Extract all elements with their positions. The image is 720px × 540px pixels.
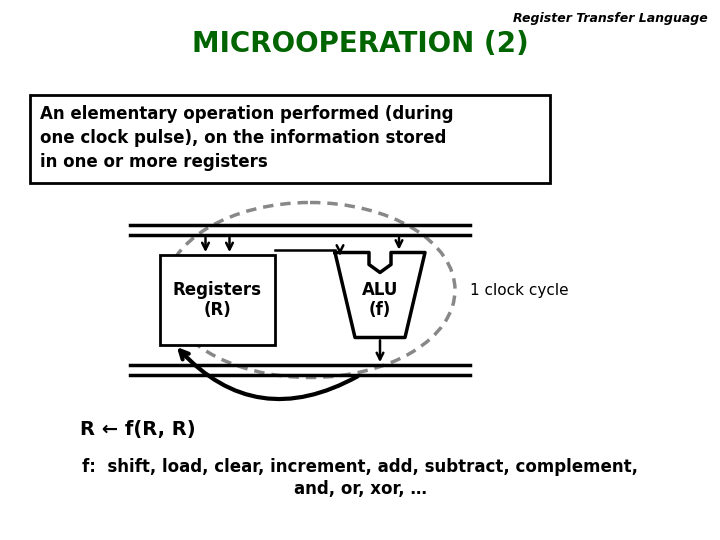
Text: one clock pulse), on the information stored: one clock pulse), on the information sto…	[40, 129, 446, 147]
Text: Registers
(R): Registers (R)	[173, 281, 262, 319]
Text: ALU
(f): ALU (f)	[362, 281, 398, 319]
Text: in one or more registers: in one or more registers	[40, 153, 268, 171]
Bar	[160, 255, 275, 345]
Text: MICROOPERATION (2): MICROOPERATION (2)	[192, 30, 528, 58]
Text: f:  shift, load, clear, increment, add, subtract, complement,: f: shift, load, clear, increment, add, s…	[82, 458, 638, 476]
Polygon shape	[335, 253, 425, 338]
Text: and, or, xor, …: and, or, xor, …	[294, 480, 426, 498]
Bar	[30, 95, 550, 183]
FancyArrowPatch shape	[180, 350, 358, 399]
Text: 1 clock cycle: 1 clock cycle	[470, 282, 569, 298]
Text: R ← f(R, R): R ← f(R, R)	[80, 420, 196, 439]
Text: Register Transfer Language: Register Transfer Language	[513, 12, 708, 25]
Text: An elementary operation performed (during: An elementary operation performed (durin…	[40, 105, 454, 123]
